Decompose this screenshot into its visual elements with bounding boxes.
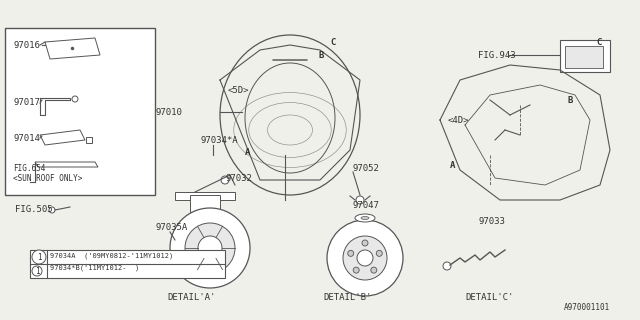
Text: B: B xyxy=(318,51,323,60)
Circle shape xyxy=(327,220,403,296)
Text: C: C xyxy=(330,37,335,46)
Text: 97035A: 97035A xyxy=(155,223,188,233)
Bar xyxy=(86,137,92,143)
Text: 97016: 97016 xyxy=(13,41,40,50)
Circle shape xyxy=(198,236,222,260)
Text: <5D>: <5D> xyxy=(228,85,250,94)
Ellipse shape xyxy=(355,214,375,222)
Text: 1: 1 xyxy=(35,267,39,276)
Circle shape xyxy=(353,267,359,273)
Text: 97033: 97033 xyxy=(478,218,505,227)
Circle shape xyxy=(357,250,373,266)
Circle shape xyxy=(443,262,451,270)
Bar xyxy=(190,195,220,220)
Circle shape xyxy=(343,236,387,280)
Ellipse shape xyxy=(361,217,369,220)
Circle shape xyxy=(185,223,235,273)
Text: FIG.943: FIG.943 xyxy=(478,51,516,60)
Circle shape xyxy=(49,207,55,213)
Text: DETAIL'B': DETAIL'B' xyxy=(324,293,372,302)
Text: A: A xyxy=(450,161,456,170)
Circle shape xyxy=(72,96,78,102)
Bar xyxy=(565,46,603,68)
Polygon shape xyxy=(35,162,98,167)
Bar xyxy=(5,28,155,195)
Text: 97010: 97010 xyxy=(155,108,182,116)
Circle shape xyxy=(376,250,382,256)
Circle shape xyxy=(170,208,250,288)
Text: DETAIL'A': DETAIL'A' xyxy=(168,293,216,302)
Text: 97047: 97047 xyxy=(352,201,379,210)
Text: 97017: 97017 xyxy=(13,98,40,107)
Text: 97034A  ('09MY0812-'11MY1012): 97034A ('09MY0812-'11MY1012) xyxy=(50,253,173,259)
Bar xyxy=(560,40,610,72)
Text: 1: 1 xyxy=(36,252,42,261)
Circle shape xyxy=(221,176,229,184)
Text: 97032: 97032 xyxy=(225,173,252,182)
Bar xyxy=(175,192,235,200)
Text: A: A xyxy=(245,148,250,156)
Text: B: B xyxy=(568,95,573,105)
Polygon shape xyxy=(45,38,100,59)
Text: 97052: 97052 xyxy=(352,164,379,172)
Circle shape xyxy=(32,266,42,276)
Text: FIG.654: FIG.654 xyxy=(13,164,45,172)
Circle shape xyxy=(362,240,368,246)
Text: 97034*B('11MY1012-  ): 97034*B('11MY1012- ) xyxy=(50,265,140,271)
Circle shape xyxy=(356,196,364,204)
Text: A970001101: A970001101 xyxy=(564,303,610,313)
Text: 97034*A: 97034*A xyxy=(200,135,237,145)
Text: DETAIL'C': DETAIL'C' xyxy=(466,293,514,302)
Text: <4D>: <4D> xyxy=(448,116,470,124)
Text: FIG.505: FIG.505 xyxy=(15,205,52,214)
Text: 97014: 97014 xyxy=(13,133,40,142)
Circle shape xyxy=(32,250,46,264)
Polygon shape xyxy=(40,130,85,145)
Circle shape xyxy=(348,250,354,256)
Circle shape xyxy=(371,267,377,273)
Text: C: C xyxy=(596,37,602,46)
Text: <SUN ROOF ONLY>: <SUN ROOF ONLY> xyxy=(13,173,83,182)
Bar xyxy=(30,250,225,278)
